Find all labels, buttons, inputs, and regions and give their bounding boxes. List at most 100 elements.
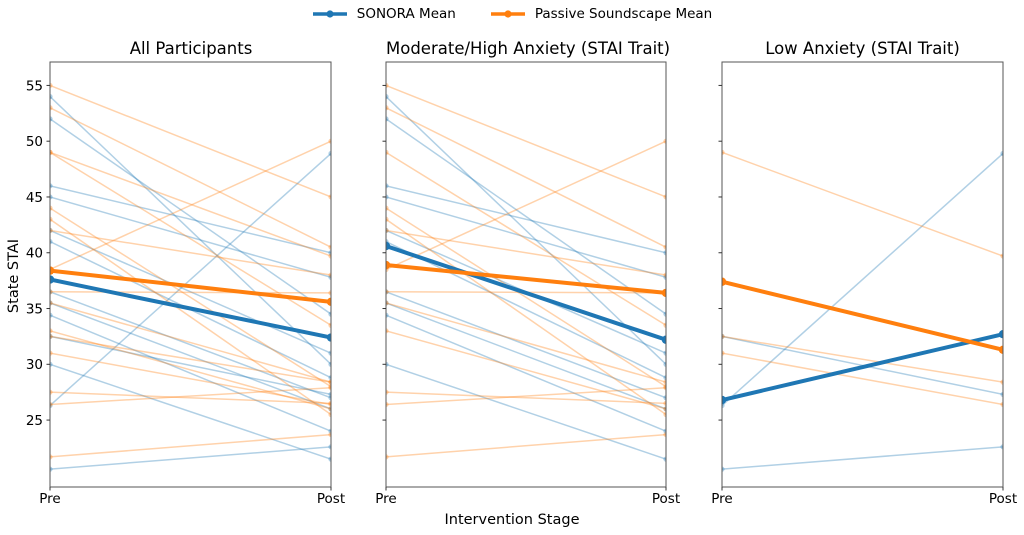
sonora-individual-line (50, 229, 331, 354)
sonora-individual-line (50, 363, 331, 460)
passive-individual-line (50, 207, 331, 388)
passive-individual-line (50, 107, 331, 248)
panel-2-lines (722, 149, 1003, 472)
passive-individual-marker (328, 400, 331, 406)
passive-individual-marker (386, 216, 389, 222)
sonora-individual-marker (50, 300, 53, 306)
passive-individual-line (50, 151, 331, 257)
passive-mean-marker (50, 266, 55, 275)
sonora-individual-marker (50, 238, 53, 245)
passive-individual-marker (663, 244, 666, 250)
passive-individual-marker (328, 406, 331, 412)
passive-individual-marker (50, 289, 53, 295)
passive-individual-marker (386, 454, 389, 460)
sonora-individual-marker (50, 116, 53, 122)
sonora-individual-marker (328, 456, 331, 462)
passive-individual-line (50, 218, 331, 416)
x-tick-label: Pre (375, 491, 396, 507)
passive-individual-line (50, 302, 331, 383)
sonora-individual-marker (663, 428, 666, 434)
sonora-mean-line (386, 244, 666, 342)
sonora-individual-marker (386, 312, 389, 318)
y-axis-label: State STAI (6, 238, 22, 314)
passive-individual-marker (663, 379, 666, 385)
passive-individual-marker (328, 322, 331, 328)
sonora-individual-line (386, 314, 666, 432)
passive-individual-marker (663, 272, 666, 278)
sonora-individual-line (50, 118, 331, 315)
sonora-individual-line (50, 196, 331, 279)
sonora-individual-marker (663, 361, 666, 367)
sonora-individual-line (386, 185, 666, 254)
sonora-individual-marker (328, 274, 331, 280)
sonora-individual-marker (663, 395, 666, 401)
passive-mean-marker (998, 345, 1003, 354)
passive-individual-line (386, 433, 666, 458)
passive-individual-marker (386, 227, 389, 234)
passive-mean-marker (722, 277, 727, 286)
passive-individual-line (50, 352, 331, 406)
passive-individual-line (386, 330, 666, 410)
x-tick-label: Pre (711, 491, 732, 507)
legend: SONORA Mean Passive Soundscape Mean (0, 6, 1024, 22)
passive-individual-line (386, 140, 666, 271)
passive-individual-marker (722, 149, 725, 155)
passive-individual-marker (50, 205, 53, 211)
sonora-individual-marker (663, 250, 666, 256)
passive-individual-marker (386, 328, 389, 334)
y-tick-label: 45 (26, 190, 43, 206)
y-tick-label: 55 (26, 78, 43, 94)
sonora-individual-marker (386, 361, 389, 367)
passive-individual-marker (328, 385, 331, 391)
sonora-individual-marker (50, 402, 53, 409)
passive-individual-line (386, 302, 666, 383)
sonora-individual-marker (386, 300, 389, 306)
passive-individual-marker (386, 105, 389, 111)
sonora-individual-line (50, 96, 331, 365)
passive-individual-line (386, 207, 666, 388)
passive-individual-marker (1000, 253, 1003, 259)
sonora-individual-marker (50, 227, 53, 234)
passive-mean-marker (386, 260, 391, 270)
legend-label-sonora: SONORA Mean (356, 6, 456, 22)
sonora-mean-marker (386, 241, 391, 251)
legend-item-sonora: SONORA Mean (312, 6, 456, 22)
passive-individual-marker (50, 149, 53, 155)
sonora-individual-marker (328, 250, 331, 256)
sonora-individual-line (386, 96, 666, 365)
sonora-individual-marker (328, 311, 331, 317)
passive-individual-line (386, 229, 666, 276)
passive-individual-marker (50, 300, 53, 306)
passive-individual-line (50, 291, 331, 294)
sonora-individual-line (50, 446, 331, 470)
sonora-individual-line (50, 185, 331, 254)
sonora-individual-marker (50, 361, 53, 367)
sonora-individual-marker (386, 93, 389, 100)
sonora-individual-marker (663, 456, 666, 462)
passive-individual-marker (50, 227, 53, 234)
passive-individual-marker (328, 379, 331, 385)
passive-individual-marker (50, 333, 53, 340)
y-tick-label: 50 (26, 134, 43, 150)
sonora-individual-marker (328, 350, 331, 356)
sonora-individual-marker (328, 150, 331, 157)
passive-individual-marker (722, 333, 725, 340)
passive-individual-marker (50, 105, 53, 111)
passive-individual-marker (328, 244, 331, 250)
sonora-individual-marker (663, 274, 666, 280)
passive-individual-marker (386, 82, 389, 89)
passive-individual-marker (328, 431, 331, 438)
passive-mean-line (722, 279, 1003, 352)
passive-individual-marker (386, 389, 389, 395)
passive-individual-line (50, 386, 331, 406)
passive-individual-marker (663, 138, 666, 144)
sonora-individual-marker (386, 194, 389, 200)
sonora-individual-marker (328, 428, 331, 434)
sonora-individual-marker (1000, 150, 1003, 157)
sonora-individual-line (386, 118, 666, 315)
sonora-individual-marker (328, 406, 331, 412)
passive-individual-marker (328, 384, 331, 390)
sonora-individual-line (722, 446, 1003, 470)
sonora-individual-marker (663, 311, 666, 317)
